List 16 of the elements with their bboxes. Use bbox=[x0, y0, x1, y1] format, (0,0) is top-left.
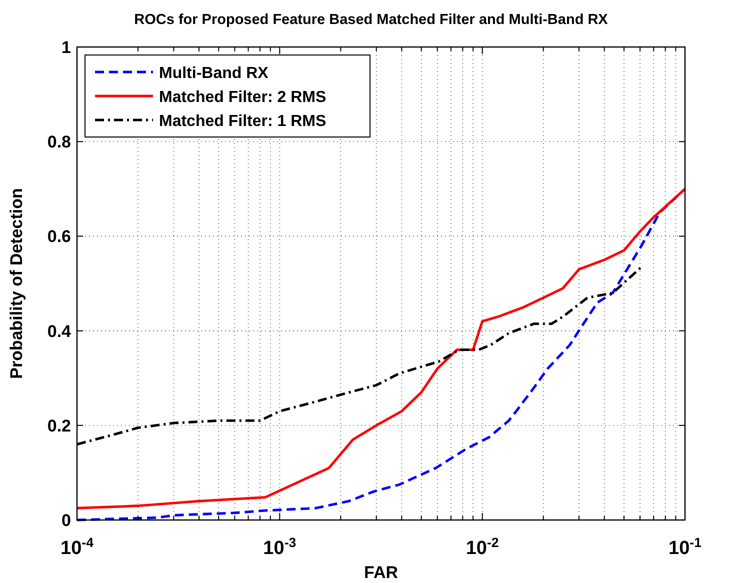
y-axis-title: Probability of Detection bbox=[7, 188, 26, 379]
legend-label: Multi-Band RX bbox=[159, 65, 269, 82]
legend-label: Matched Filter: 2 RMS bbox=[159, 89, 326, 106]
y-tick-label: 0.4 bbox=[47, 322, 72, 341]
x-tick-label: 10$^{-3}$ bbox=[263, 534, 296, 559]
legend-label: Matched Filter: 1 RMS bbox=[159, 113, 326, 130]
y-tick-label: 0.6 bbox=[47, 227, 71, 246]
chart-title: ROCs for Proposed Feature Based Matched Filter and Multi-Band RX bbox=[134, 12, 608, 28]
y-tick-label: 0.2 bbox=[47, 416, 71, 436]
x-tick-label: 10$^{-4}$ bbox=[60, 534, 94, 559]
y-tick-label: 0 bbox=[62, 511, 71, 530]
y-tick-label: 1 bbox=[62, 38, 71, 57]
y-tick-label: 0.8 bbox=[47, 132, 71, 152]
x-tick-label: 10$^{-2}$ bbox=[466, 534, 499, 559]
x-tick-label: 10$^{-1}$ bbox=[668, 534, 702, 559]
x-axis-title: FAR bbox=[364, 563, 398, 582]
